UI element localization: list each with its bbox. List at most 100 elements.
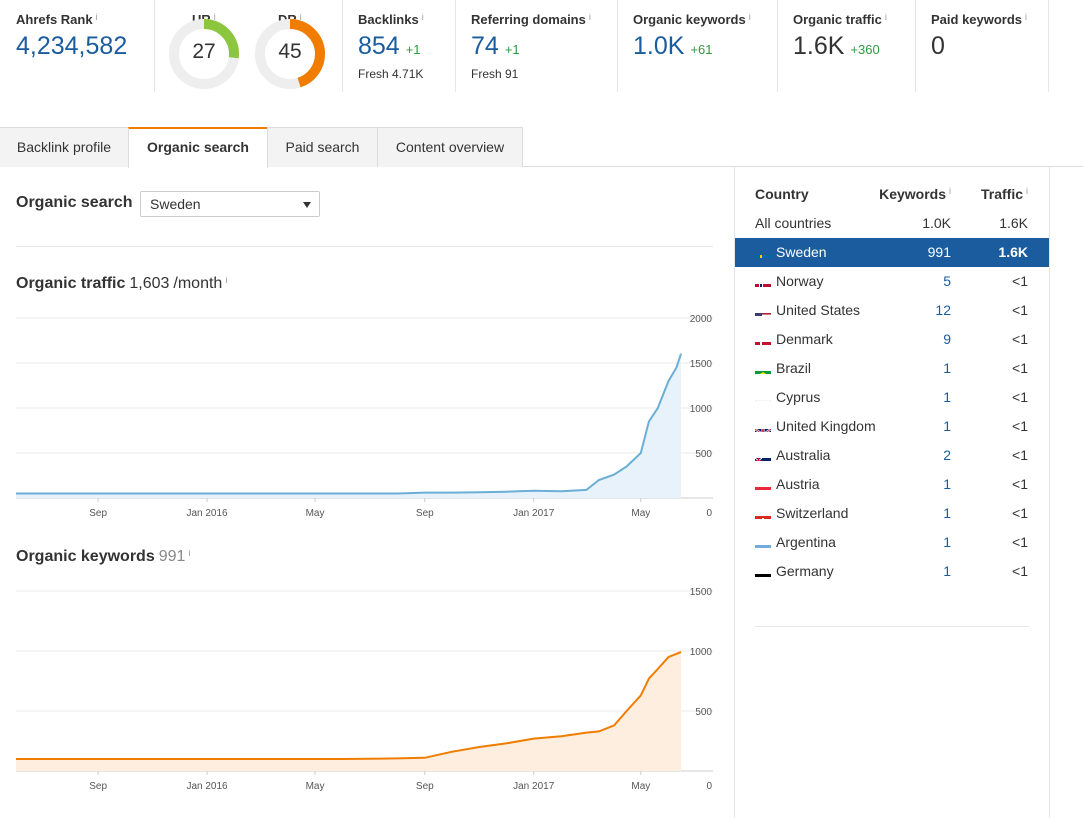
- metric-sub[interactable]: Fresh 91: [471, 67, 519, 81]
- col-header-country: Country: [755, 186, 809, 202]
- info-icon[interactable]: i: [1026, 186, 1028, 196]
- country-keywords: 1.0K: [922, 215, 951, 231]
- metric-delta: +61: [690, 42, 713, 57]
- tab-backlink-profile[interactable]: Backlink profile: [0, 127, 129, 167]
- traffic-chart-y-tick-label: 2000: [690, 314, 713, 325]
- country-row-united-states[interactable]: United States 12 <1: [735, 296, 1049, 325]
- country-row-united-kingdom[interactable]: United Kingdom 1 <1: [735, 412, 1049, 441]
- metric-sub[interactable]: Fresh 4.71K: [358, 67, 424, 81]
- tab-content-overview[interactable]: Content overview: [377, 127, 523, 167]
- country-keywords[interactable]: 991: [927, 244, 951, 260]
- country-row-denmark[interactable]: Denmark 9 <1: [735, 325, 1049, 354]
- tab-paid-search[interactable]: Paid search: [267, 127, 378, 167]
- info-icon[interactable]: i: [225, 275, 228, 285]
- country-keywords[interactable]: 12: [935, 302, 951, 318]
- country-table: Country Keywords i Traffic i All countries…: [734, 167, 1050, 818]
- traffic-chart-y-tick-label: 500: [695, 449, 712, 460]
- country-traffic: <1: [1012, 389, 1028, 405]
- traffic-value: 1,603: [129, 275, 170, 292]
- ar-flag-icon: [755, 537, 771, 548]
- country-keywords[interactable]: 5: [943, 273, 951, 289]
- info-icon[interactable]: i: [213, 12, 216, 22]
- country-row-austria[interactable]: Austria 1 <1: [735, 470, 1049, 499]
- info-icon[interactable]: i: [949, 186, 951, 196]
- country-traffic: <1: [1012, 418, 1028, 434]
- info-icon[interactable]: i: [188, 548, 191, 558]
- country-name: Australia: [776, 447, 831, 463]
- country-traffic: <1: [1012, 505, 1028, 521]
- keywords-chart-x-tick-label: Sep: [416, 781, 434, 792]
- country-name: United Kingdom: [776, 418, 876, 434]
- au-flag-icon: [755, 450, 771, 461]
- dr-value: 45: [278, 40, 302, 63]
- country-keywords[interactable]: 1: [943, 476, 951, 492]
- metric-value: 0: [931, 32, 945, 60]
- metric-label: Backlinks: [358, 12, 419, 27]
- metric-value[interactable]: 854: [358, 32, 400, 60]
- chevron-down-icon: [303, 202, 311, 208]
- keywords-chart-y-tick-label: 1000: [690, 647, 713, 658]
- country-keywords[interactable]: 1: [943, 360, 951, 376]
- traffic-chart: 0 500 1000 1500 2000 Sep Jan 2016 May Sep Jan 201…: [16, 314, 713, 519]
- country-keywords[interactable]: 2: [943, 447, 951, 463]
- country-row-germany[interactable]: Germany 1 <1: [735, 557, 1049, 586]
- country-row-argentina[interactable]: Argentina 1 <1: [735, 528, 1049, 557]
- de-flag-icon: [755, 566, 771, 577]
- info-icon[interactable]: i: [748, 12, 751, 22]
- country-row-australia[interactable]: Australia 2 <1: [735, 441, 1049, 470]
- keywords-chart-series-line: [16, 651, 682, 760]
- country-traffic: <1: [1012, 331, 1028, 347]
- country-keywords[interactable]: 1: [943, 563, 951, 579]
- metric-value: 4,234,582: [16, 32, 128, 60]
- country-keywords[interactable]: 1: [943, 505, 951, 521]
- metric-backlinks: Backlinks i 854 +1 Fresh 4.71K: [343, 0, 456, 92]
- country-select-value: Sweden: [150, 196, 201, 212]
- traffic-unit: /month: [173, 275, 223, 292]
- col-header-traffic[interactable]: Traffic i: [981, 186, 1028, 202]
- country-traffic: <1: [1012, 476, 1028, 492]
- country-row-switzerland[interactable]: Switzerland 1 <1: [735, 499, 1049, 528]
- country-row-all[interactable]: All countries 1.0K 1.6K: [735, 209, 1049, 238]
- country-keywords[interactable]: 1: [943, 389, 951, 405]
- traffic-chart-x-tick-label: Jan 2016: [186, 508, 228, 519]
- country-select[interactable]: Sweden: [140, 191, 320, 217]
- country-keywords[interactable]: 1: [943, 418, 951, 434]
- traffic-chart-x-tick-label: Sep: [89, 508, 107, 519]
- country-row-norway[interactable]: Norway 5 <1: [735, 267, 1049, 296]
- keywords-chart-y-tick-label: 1500: [690, 587, 713, 598]
- info-icon[interactable]: i: [588, 12, 591, 22]
- country-row-sweden[interactable]: Sweden 991 1.6K: [735, 238, 1049, 267]
- metric-ur-dr: UR i 27 DR i 45: [155, 0, 343, 92]
- info-icon[interactable]: i: [299, 12, 302, 22]
- keywords-chart-x-tick-label: Jan 2016: [186, 781, 228, 792]
- metric-label: Organic keywords: [633, 12, 746, 27]
- traffic-chart-x-tick-label: Jan 2017: [513, 508, 555, 519]
- metric-value[interactable]: 74: [471, 32, 499, 60]
- tab-organic-search[interactable]: Organic search: [128, 127, 268, 168]
- tab-bar: Backlink profile Organic search Paid sea…: [0, 127, 1083, 168]
- metric-value[interactable]: 1.0K: [633, 32, 685, 60]
- country-row-brazil[interactable]: Brazil 1 <1: [735, 354, 1049, 383]
- country-name: United States: [776, 302, 861, 318]
- traffic-chart-x-tick-label: Sep: [416, 508, 434, 519]
- us-flag-icon: [755, 305, 771, 316]
- metric-delta: +1: [504, 42, 520, 57]
- country-name: Norway: [776, 273, 824, 289]
- info-icon[interactable]: i: [1025, 12, 1028, 22]
- br-flag-icon: [755, 363, 771, 374]
- info-icon[interactable]: i: [421, 12, 424, 22]
- dr-gauge-arc: [255, 19, 325, 89]
- country-traffic: <1: [1012, 534, 1028, 550]
- divider: [755, 626, 1029, 627]
- metric-referring-domains: Referring domains i 74 +1 Fresh 91: [456, 0, 618, 92]
- col-header-keywords[interactable]: Keywords i: [879, 186, 951, 202]
- country-traffic: <1: [1012, 447, 1028, 463]
- country-keywords[interactable]: 9: [943, 331, 951, 347]
- country-traffic: <1: [1012, 360, 1028, 376]
- country-row-cyprus[interactable]: Cyprus 1 <1: [735, 383, 1049, 412]
- country-keywords[interactable]: 1: [943, 534, 951, 550]
- dr-gauge: 45: [254, 18, 326, 90]
- country-name: All countries: [755, 215, 832, 231]
- info-icon[interactable]: i: [884, 12, 887, 22]
- info-icon[interactable]: i: [95, 12, 98, 22]
